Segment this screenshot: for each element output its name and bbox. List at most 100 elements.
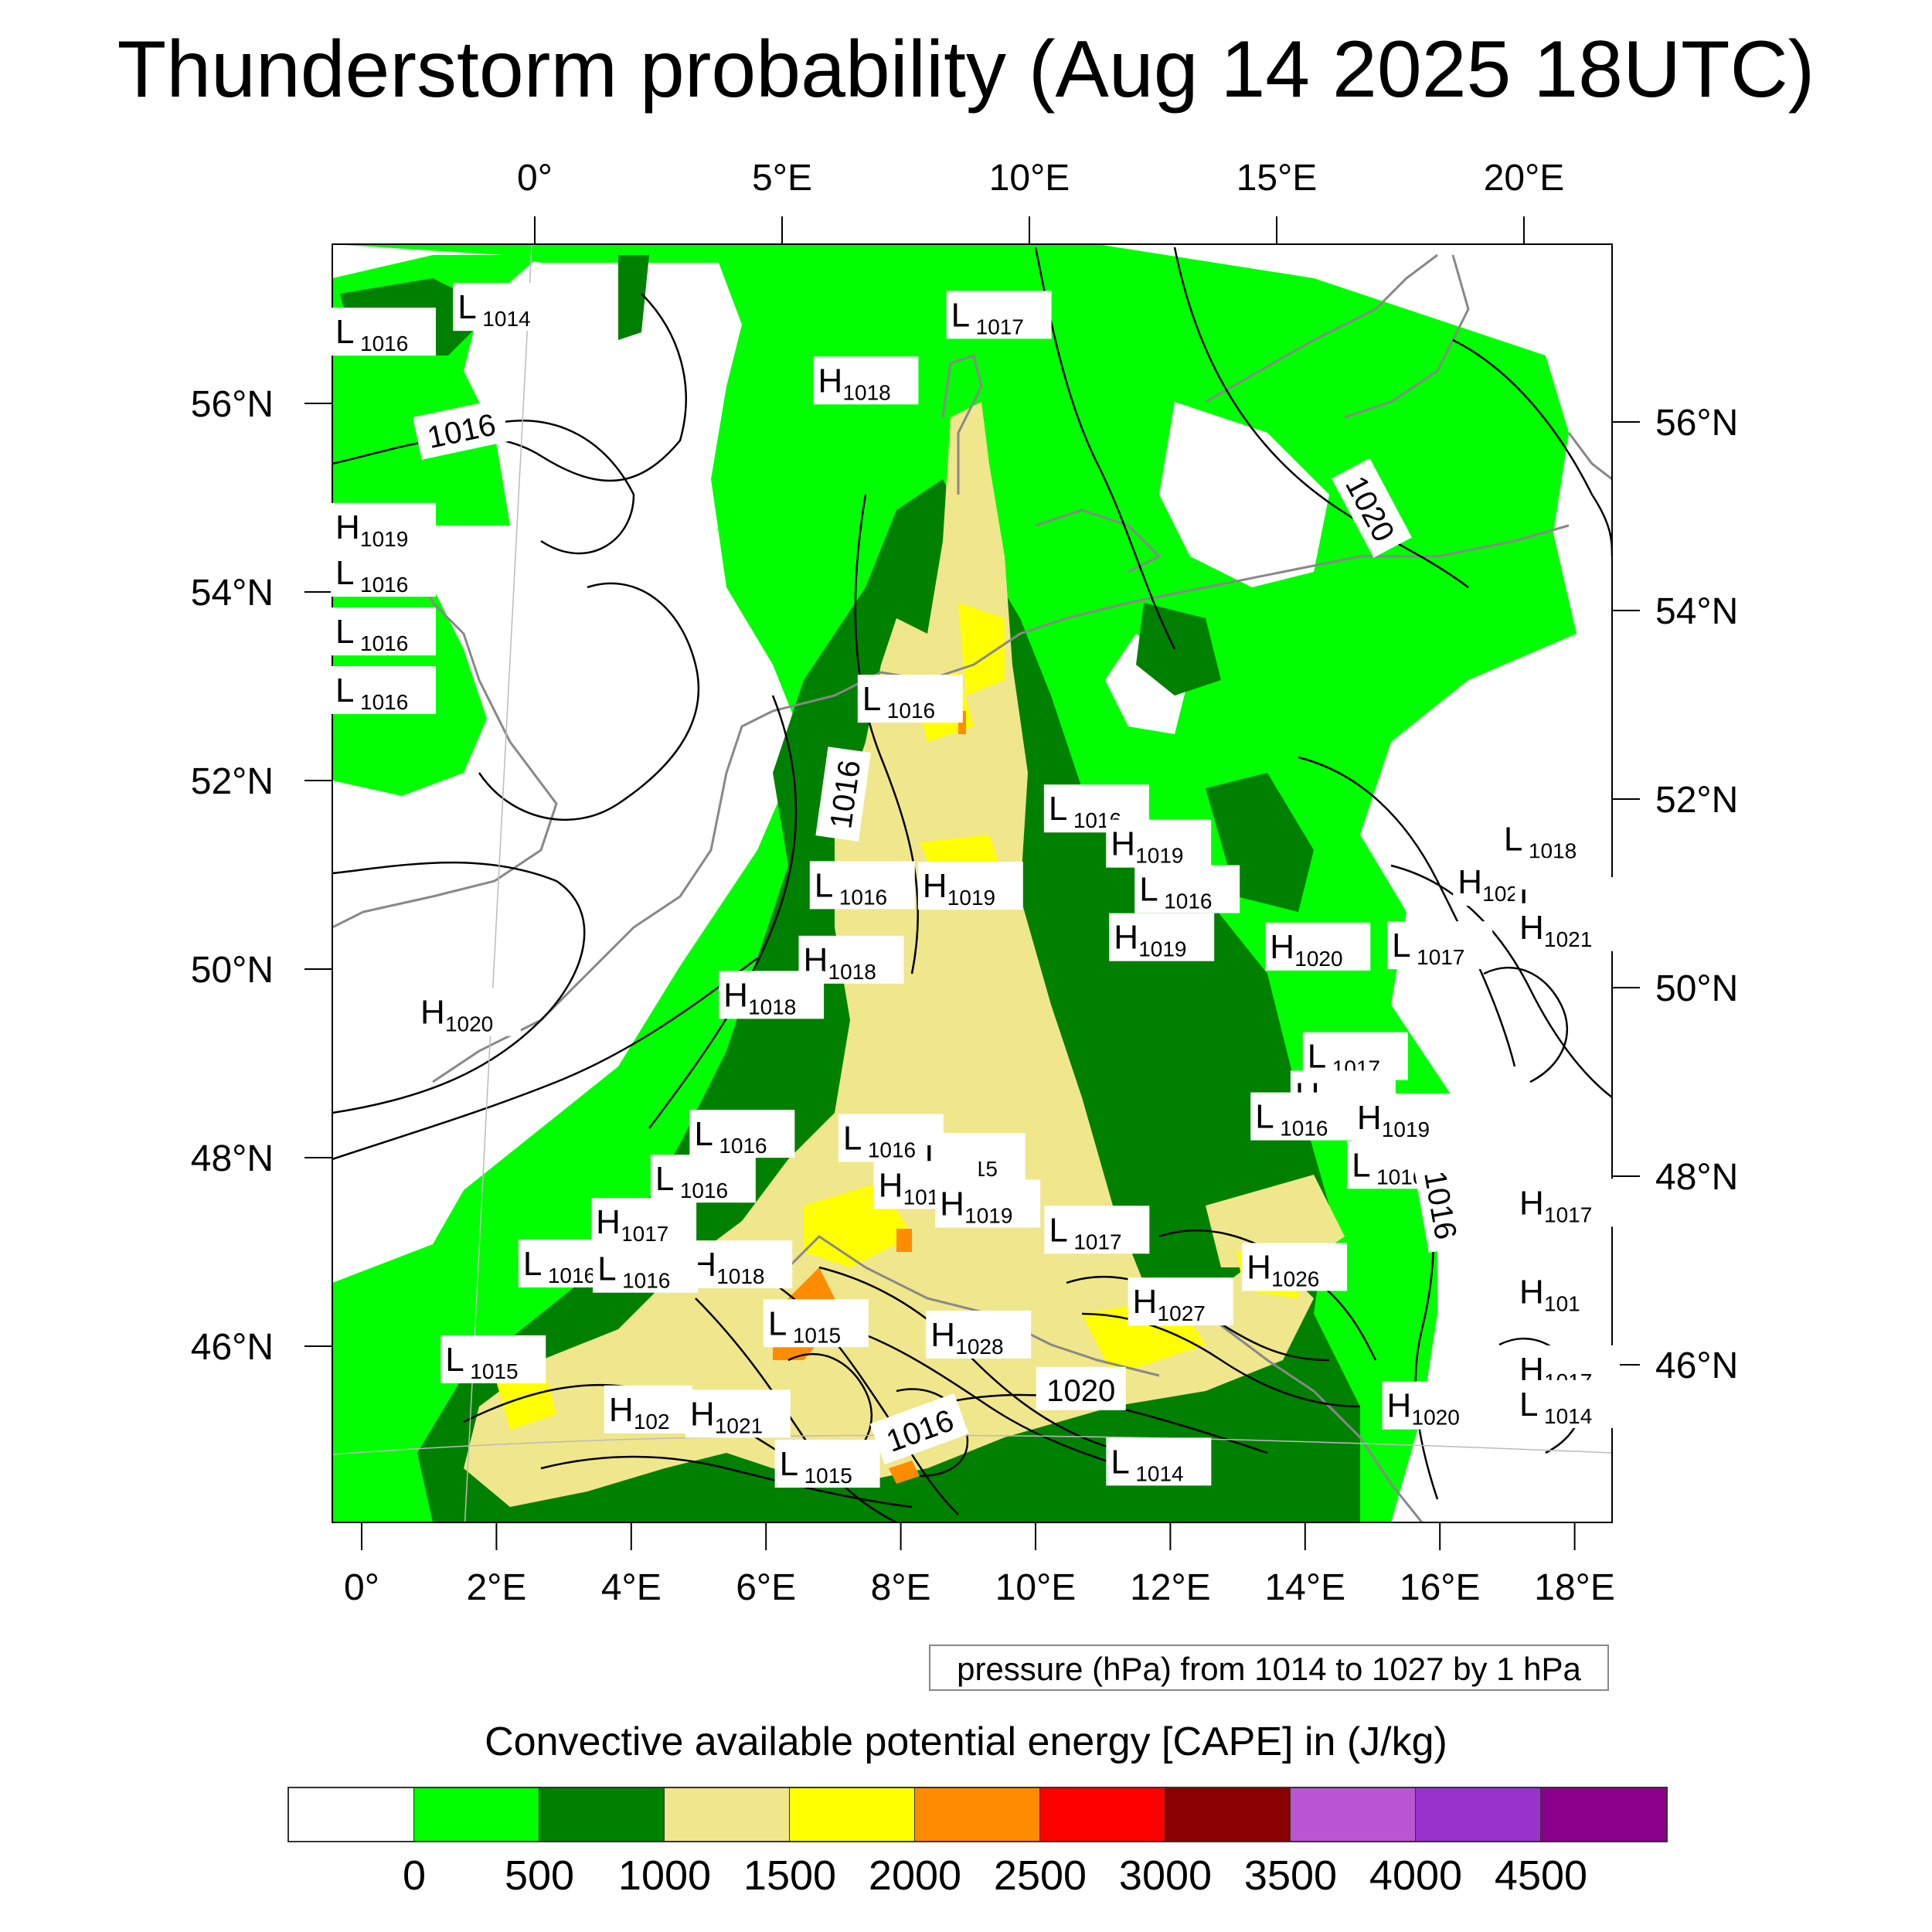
bottom-lon-label: 6°E — [736, 1567, 796, 1608]
pressure-type: L — [335, 613, 354, 651]
colorbar-label: 3500 — [1243, 1852, 1338, 1899]
pressure-system: H 1018 — [719, 971, 825, 1019]
right-lat-label: 56°N — [1655, 403, 1738, 444]
left-lat-label: 46°N — [191, 1327, 274, 1368]
colorbar-label: 3000 — [1118, 1852, 1213, 1899]
pressure-type: L — [951, 296, 970, 334]
colorbar-title: Convective available potential energy [C… — [485, 1719, 1447, 1764]
pressure-value: 1019 — [360, 527, 408, 551]
pressure-value: 1017 — [1417, 945, 1464, 969]
pressure-system: H 1021 — [685, 1389, 791, 1438]
pressure-type: H — [1270, 928, 1294, 966]
pressure-type: L — [597, 1250, 616, 1288]
colorbar-label: 1500 — [743, 1852, 837, 1899]
pressure-system: L 1016 — [331, 308, 436, 356]
pressure-label-box — [1106, 819, 1212, 868]
pressure-type: H — [420, 994, 445, 1032]
pressure-label-box — [440, 1335, 546, 1383]
pressure-value: 1018 — [828, 960, 876, 984]
cape-white-area — [1159, 402, 1329, 587]
colorbar-swatch — [915, 1788, 1040, 1841]
right-latitude-labels: 56°N 54°N 52°N 50°N 48°N 46°N — [1655, 403, 1738, 1386]
pressure-label-box — [331, 308, 436, 356]
isobar-label: 1020 — [1036, 1366, 1126, 1410]
colorbar-label: 4000 — [1369, 1852, 1463, 1899]
pressure-system: L 1017 — [1387, 921, 1493, 970]
pressure-type: H — [690, 1395, 715, 1433]
pressure-value: 1018 — [716, 1264, 764, 1288]
pressure-label-box — [1044, 1206, 1150, 1254]
pressure-label-box — [1128, 1277, 1233, 1326]
pressure-value: 1021 — [715, 1413, 763, 1437]
bottom-lon-label: 0° — [344, 1567, 379, 1608]
pressure-label-box — [1515, 1179, 1620, 1227]
colorbar-swatch — [414, 1788, 539, 1841]
pressure-system: L 1014 — [1106, 1437, 1212, 1486]
top-lon-label: 15°E — [1236, 158, 1318, 199]
isobar-label: 1016 — [1413, 1157, 1472, 1253]
pressure-value: 1016 — [622, 1269, 670, 1293]
pressure-value: 1016 — [839, 885, 887, 909]
pressure-value: 1028 — [955, 1335, 1003, 1359]
pressure-type: L — [335, 313, 354, 351]
pressure-value: 1016 — [360, 690, 408, 714]
contour-info-box: pressure (hPa) from 1014 to 1027 by 1 hP… — [929, 1645, 1609, 1691]
pressure-value: 1021 — [1544, 927, 1592, 951]
pressure-type: H — [1458, 863, 1482, 901]
isobar-label-box — [869, 1393, 969, 1465]
bottom-longitude-labels: 0° 2°E 4°E 6°E 8°E 10°E 12°E 14°E 16°E 18°E — [344, 1567, 1615, 1608]
right-lat-label: 48°N — [1655, 1157, 1738, 1198]
pressure-value: 1018 — [842, 380, 890, 404]
pressure-system: L 1017 — [946, 291, 1052, 339]
pressure-label-box — [331, 665, 436, 714]
isobar-label: 1016 — [815, 747, 871, 842]
pressure-label-box — [1515, 903, 1620, 951]
pressure-system: L 1016 — [1250, 1092, 1356, 1141]
pressure-type: L — [335, 554, 354, 592]
pressure-type: H — [1133, 1283, 1158, 1321]
pressure-type: L — [843, 1119, 862, 1157]
top-lon-label: 0° — [517, 158, 553, 199]
left-lat-label: 52°N — [191, 761, 274, 802]
colorbar-swatch — [1040, 1788, 1165, 1841]
pressure-label-box — [331, 607, 436, 656]
pressure-label-box — [331, 502, 436, 551]
pressure-type: L — [1519, 1386, 1538, 1423]
pressure-label-box — [774, 1440, 880, 1488]
pressure-system: L 1016 — [857, 675, 963, 723]
pressure-type: L — [523, 1245, 542, 1283]
pressure-label-box — [1265, 922, 1371, 971]
pressure-label-box — [1109, 913, 1215, 961]
isobar-label-box — [1413, 1157, 1472, 1253]
cape-500-1000-area — [1136, 603, 1221, 696]
pressure-type: H — [930, 1316, 955, 1354]
pressure-system: H 1021 — [1515, 903, 1620, 951]
colorbar — [287, 1787, 1668, 1842]
pressure-system: H 1019 — [935, 1179, 1041, 1228]
pressure-label-box — [685, 1389, 791, 1438]
pressure-value: 1016 — [887, 699, 935, 723]
pressure-value: 1015 — [793, 1323, 841, 1347]
bottom-lon-label: 8°E — [871, 1567, 931, 1608]
pressure-label-box — [1387, 921, 1493, 970]
pressure-type: L — [1308, 1038, 1326, 1076]
bottom-lon-label: 12°E — [1130, 1567, 1211, 1608]
pressure-label-box — [1515, 1379, 1620, 1428]
pressure-system: L 1016 — [650, 1155, 756, 1203]
pressure-system: L 1017 — [1044, 1206, 1150, 1254]
pressure-label-box — [1352, 1093, 1458, 1141]
pressure-system: H 1026 — [1242, 1243, 1348, 1291]
pressure-type: H — [1519, 1184, 1544, 1222]
pressure-label-box — [809, 861, 915, 910]
top-lon-label: 20°E — [1484, 158, 1565, 199]
pressure-system: L 1016 — [689, 1110, 795, 1158]
pressure-type: L — [1049, 1211, 1067, 1249]
isobar-label-box — [413, 398, 510, 460]
pressure-type: L — [335, 672, 354, 709]
colorbar-label: 1000 — [617, 1852, 712, 1899]
left-lat-label: 54°N — [191, 573, 274, 614]
top-lon-label: 5°E — [752, 158, 812, 199]
